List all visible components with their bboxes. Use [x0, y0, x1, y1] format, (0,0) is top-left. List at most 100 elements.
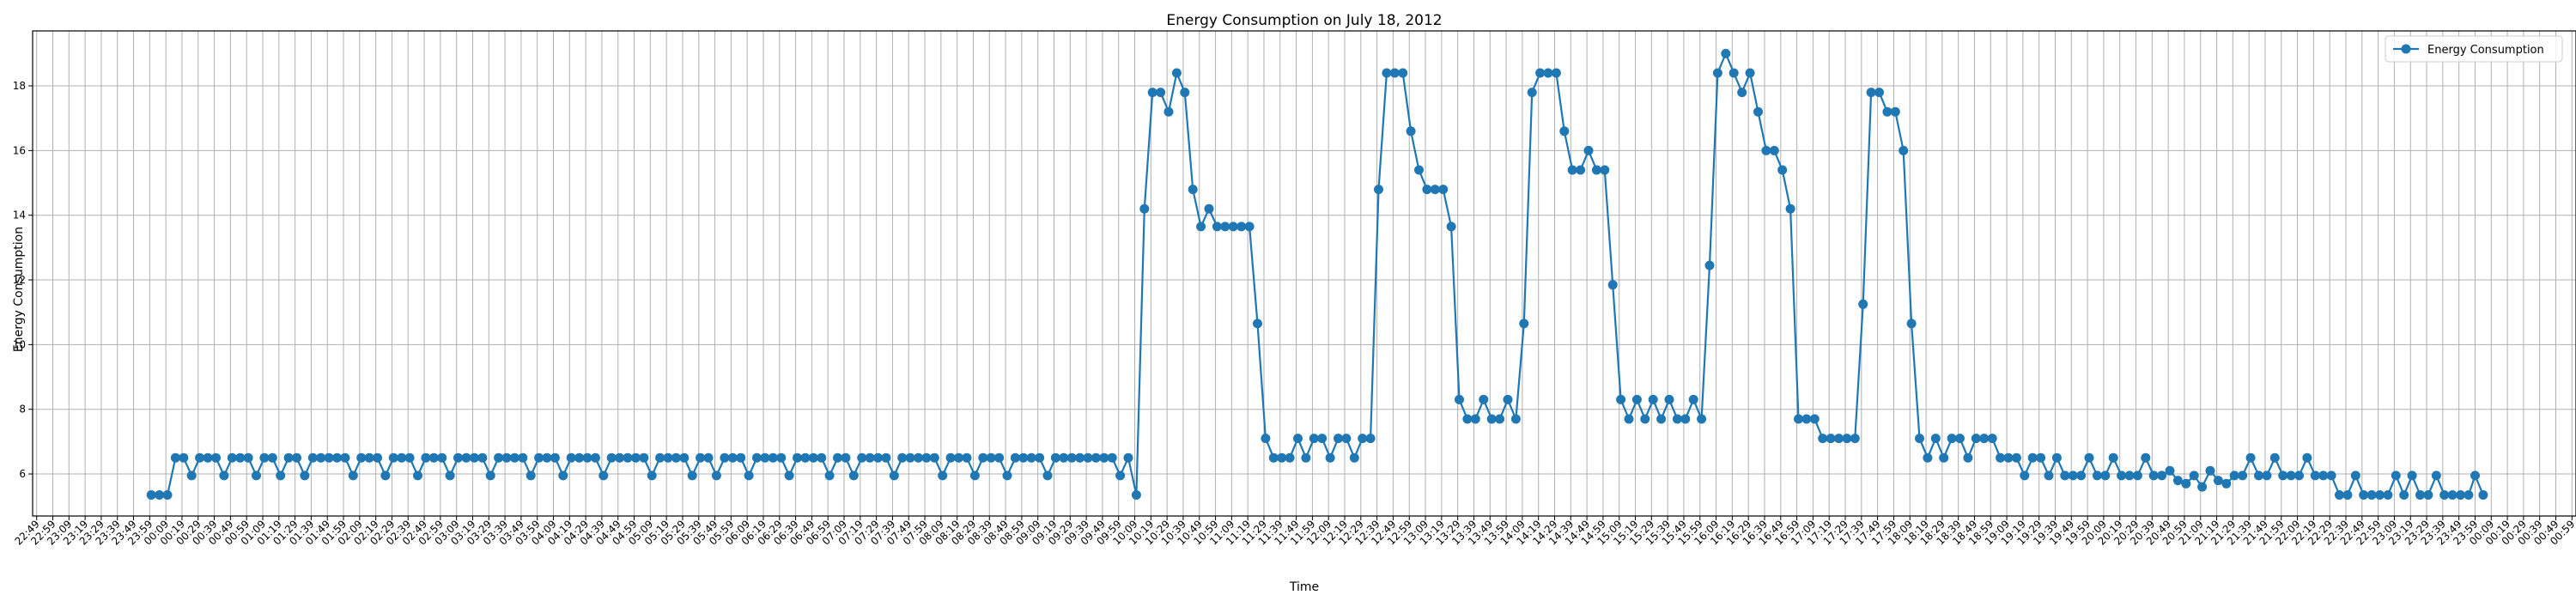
data-point — [203, 452, 213, 463]
data-point — [1939, 452, 1949, 463]
y-tick-label: 16 — [13, 144, 26, 156]
data-point — [2197, 482, 2208, 492]
data-point — [566, 452, 576, 463]
data-point — [768, 452, 778, 463]
data-point — [986, 452, 996, 463]
data-point — [2189, 470, 2199, 481]
data-point — [962, 452, 972, 463]
data-point — [1591, 165, 1601, 175]
data-point — [2359, 490, 2369, 500]
data-point — [2431, 470, 2441, 481]
data-point — [1341, 434, 1352, 444]
data-point — [1446, 222, 1456, 232]
data-point — [1794, 414, 1803, 424]
data-point — [954, 452, 963, 463]
data-point — [720, 452, 730, 463]
data-point — [1334, 434, 1343, 444]
data-point — [1365, 434, 1376, 444]
data-point — [1624, 414, 1634, 424]
data-point — [1285, 452, 1295, 463]
data-point — [1697, 414, 1707, 424]
data-point — [380, 470, 391, 481]
data-point — [461, 452, 471, 463]
data-point — [1688, 394, 1698, 404]
data-point — [2278, 470, 2288, 481]
data-point — [2375, 490, 2385, 500]
data-point — [1139, 203, 1150, 214]
data-point — [1963, 452, 1973, 463]
data-point — [2181, 478, 2191, 489]
data-point — [332, 452, 342, 463]
data-point — [2068, 470, 2078, 481]
data-point — [292, 452, 301, 463]
data-point — [267, 452, 277, 463]
data-point — [1680, 414, 1691, 424]
data-point — [1915, 434, 1924, 444]
data-point — [2318, 470, 2329, 481]
data-point — [324, 452, 334, 463]
data-point — [2399, 490, 2409, 500]
data-point — [2302, 452, 2312, 463]
data-point — [1656, 414, 1667, 424]
data-point — [630, 452, 641, 463]
data-point — [881, 452, 891, 463]
data-point — [2407, 470, 2417, 481]
data-point — [824, 470, 835, 481]
data-point — [300, 470, 310, 481]
data-point — [969, 470, 980, 481]
data-point — [211, 452, 221, 463]
data-point — [1777, 165, 1788, 175]
data-point — [413, 470, 422, 481]
data-point — [1947, 434, 1957, 444]
data-point — [1261, 434, 1271, 444]
data-point — [1600, 165, 1610, 175]
data-point — [848, 470, 859, 481]
data-point — [2391, 470, 2401, 481]
data-point — [1834, 434, 1844, 444]
legend-box — [2385, 35, 2563, 63]
data-point — [1212, 222, 1222, 232]
data-point — [2205, 465, 2215, 476]
series-energy-consumption — [146, 48, 2488, 500]
data-point — [1066, 452, 1077, 463]
data-point — [1607, 280, 1618, 290]
data-point — [509, 452, 519, 463]
plot-area-frame — [32, 30, 2576, 517]
data-point — [2036, 452, 2046, 463]
data-point — [752, 452, 762, 463]
data-point — [2027, 452, 2038, 463]
data-point — [2439, 490, 2450, 500]
y-tick-label: 14 — [13, 209, 26, 222]
y-tick-label: 8 — [19, 404, 26, 416]
data-point — [833, 452, 842, 463]
data-point — [1309, 434, 1319, 444]
data-point — [2286, 470, 2296, 481]
data-point — [2108, 452, 2118, 463]
data-point — [1486, 414, 1497, 424]
data-point — [1842, 434, 1852, 444]
y-tick-label: 6 — [19, 468, 26, 480]
data-point — [445, 470, 455, 481]
data-point — [404, 452, 415, 463]
data-point — [195, 452, 205, 463]
data-point — [1721, 48, 1731, 58]
data-point — [1866, 88, 1876, 98]
data-point — [1382, 68, 1392, 78]
data-point — [1455, 394, 1464, 404]
data-point — [1107, 452, 1117, 463]
data-point — [897, 452, 908, 463]
data-point — [2003, 452, 2014, 463]
data-point — [364, 452, 374, 463]
data-point — [929, 452, 939, 463]
data-point — [800, 452, 811, 463]
data-point — [1567, 165, 1577, 175]
data-point — [340, 452, 350, 463]
data-point — [1123, 452, 1133, 463]
data-point — [1510, 414, 1521, 424]
data-point — [2148, 470, 2159, 481]
data-point — [1648, 394, 1658, 404]
data-point — [2470, 470, 2480, 481]
data-point — [397, 452, 407, 463]
data-point — [1882, 106, 1893, 117]
data-point — [938, 470, 948, 481]
